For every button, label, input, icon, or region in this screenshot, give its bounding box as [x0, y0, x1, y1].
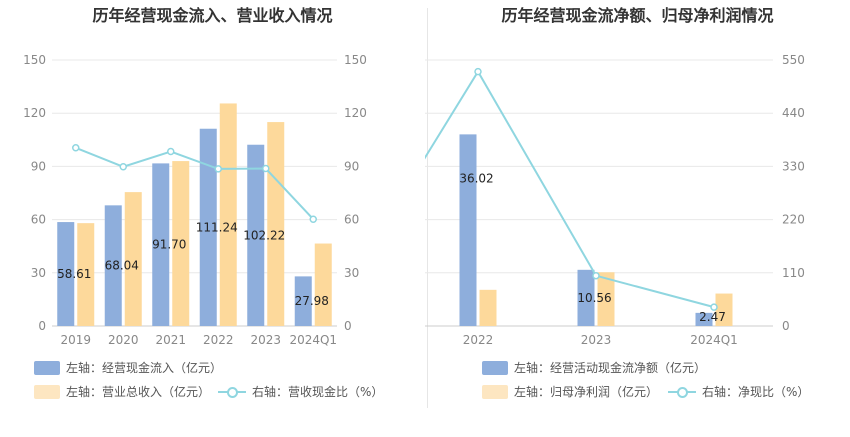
panel-divider: [427, 8, 428, 408]
bar-net-cash-flow: [695, 312, 713, 326]
data-label: 27.98: [295, 294, 329, 308]
data-label: 36.02: [459, 171, 493, 185]
data-label: 58.61: [57, 267, 91, 281]
y-right-tick-label: 550: [782, 53, 805, 67]
y-right-tick-label: 30: [344, 266, 359, 280]
y-left-tick-label: 120: [23, 106, 46, 120]
data-label: 91.70: [152, 238, 186, 252]
legend-line-marker-icon: [218, 385, 246, 399]
x-tick-label: 2022: [203, 333, 234, 347]
bar-net-cash-flow: [577, 269, 595, 326]
data-label: 2.47: [699, 310, 726, 324]
legend-label: 右轴：营收现金比（%）: [252, 385, 384, 399]
bar-net-profit: [597, 272, 615, 326]
chart-panel-right: 历年经营现金流净额、归母净利润情况 0010110202203033040440…: [425, 0, 850, 437]
legend-label: 左轴：经营现金流入（亿元）: [66, 361, 223, 375]
chart-title: 历年经营现金流净额、归母净利润情况: [501, 6, 774, 25]
legend-label: 左轴：营业总收入（亿元）: [66, 385, 211, 399]
legend-swatch-blue: [482, 360, 508, 375]
data-label: 111.24: [196, 220, 238, 234]
x-tick-label: 2024Q1: [690, 333, 738, 347]
ratio-point: [710, 303, 718, 311]
chart-title: 历年经营现金流入、营业收入情况: [92, 6, 333, 25]
chart-svg-right: 0010110202203033040440505502019202020212…: [425, 53, 805, 347]
ratio-line: [425, 69, 715, 309]
legend-item-line[interactable]: 右轴：净现比（%）: [668, 383, 809, 400]
y-right-tick-label: 220: [782, 213, 805, 227]
y-left-tick-label: 150: [23, 53, 46, 67]
legend-swatch-orange: [34, 384, 60, 399]
ratio-point: [119, 163, 127, 171]
x-tick-label: 2023: [581, 333, 612, 347]
bar-revenue: [219, 103, 237, 327]
y-left-tick-label: 0: [38, 319, 46, 333]
legend-swatch-orange: [482, 384, 508, 399]
x-tick-label: 2022: [463, 333, 494, 347]
legend-item-line[interactable]: 右轴：营收现金比（%）: [218, 383, 383, 400]
y-right-tick-label: 0: [782, 319, 790, 333]
bar-revenue: [77, 223, 95, 326]
legend-item-bar1[interactable]: 左轴：经营现金流入（亿元）: [34, 359, 222, 376]
x-tick-label: 2024Q1: [289, 333, 337, 347]
y-right-tick-label: 0: [344, 319, 352, 333]
legend-label: 右轴：净现比（%）: [702, 385, 810, 399]
chart-svg-left: 0 0 30 30 60 60 90 90 120 120 150 150 2019 2020 2021 20…: [23, 53, 367, 347]
ratio-point: [167, 147, 175, 156]
y-right-tick-label: 90: [344, 159, 359, 173]
bar-net-cash-flow: [459, 134, 477, 326]
bar-cash-inflow: [104, 205, 122, 326]
bar-revenue: [267, 122, 285, 326]
legend-item-bar2[interactable]: 左轴：营业总收入（亿元）: [34, 383, 210, 400]
bar-revenue: [124, 192, 142, 326]
legend-item-bar1[interactable]: 左轴：经营活动现金流净额（亿元）: [482, 359, 706, 376]
x-tick-label: 2019: [60, 333, 91, 347]
legend-item-bar2[interactable]: 左轴：归母净利润（亿元）: [482, 383, 658, 400]
y-left-tick-label: 30: [31, 266, 46, 280]
legend-label: 左轴：归母净利润（亿元）: [514, 385, 659, 399]
ratio-point: [214, 165, 222, 173]
data-label: 10.56: [577, 291, 611, 305]
ratio-point: [262, 164, 270, 173]
x-tick-label: 2023: [250, 333, 281, 347]
y-right-tick-label: 330: [782, 159, 805, 173]
y-right-tick-label: 60: [344, 213, 359, 227]
chart-panel-left: 历年经营现金流入、营业收入情况 0 0 30 30 60 60 90 90 120 120 150 1…: [23, 6, 383, 400]
data-label: 68.04: [105, 259, 139, 273]
ratio-point: [592, 271, 600, 280]
y-right-tick-label: 120: [344, 106, 367, 120]
bar-net-profit: [715, 293, 733, 326]
ratio-point: [309, 215, 317, 223]
ratio-line: [75, 146, 314, 220]
bar-net-profit: [479, 289, 497, 326]
ratio-point: [72, 144, 80, 152]
ratio-point: [474, 67, 482, 76]
y-right-tick-label: 150: [344, 53, 367, 67]
bar-revenue: [314, 243, 332, 326]
y-left-tick-label: 60: [31, 213, 46, 227]
x-tick-label: 2021: [155, 333, 186, 347]
y-right-tick-label: 110: [782, 266, 805, 280]
legend-swatch-blue: [34, 360, 60, 375]
legend-label: 左轴：经营活动现金流净额（亿元）: [514, 361, 707, 375]
bar-cash-inflow: [199, 128, 217, 326]
y-left-tick-label: 90: [31, 159, 46, 173]
y-right-tick-label: 440: [782, 106, 805, 120]
bar-cash-inflow: [294, 276, 312, 326]
bar-cash-inflow: [152, 163, 170, 326]
bar-cash-inflow: [57, 222, 75, 326]
x-tick-label: 2020: [108, 333, 139, 347]
data-label: 102.22: [243, 228, 285, 242]
bar-cash-inflow: [247, 144, 265, 326]
bar-revenue: [172, 161, 190, 326]
legend-line-marker-icon: [668, 385, 696, 399]
